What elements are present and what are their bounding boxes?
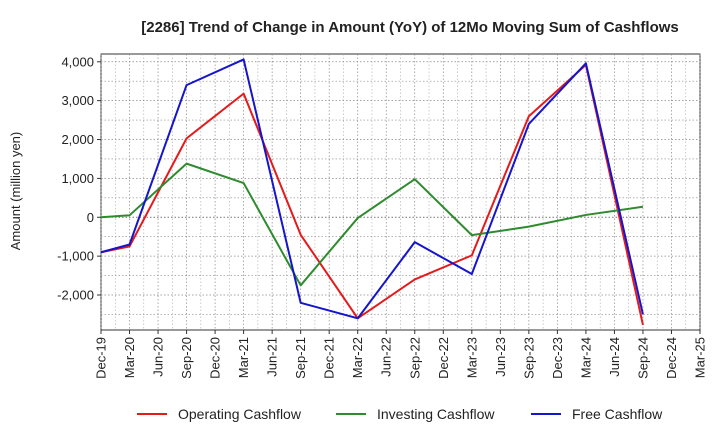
- series-line-free-cashflow: [100, 58, 644, 320]
- x-tick-label: Sep-21: [293, 337, 308, 379]
- y-tick-label: 4,000: [61, 54, 94, 69]
- x-tick-label: Jun-23: [493, 337, 508, 377]
- legend-label-operating-cashflow: Operating Cashflow: [178, 406, 302, 422]
- chart-title: [2286] Trend of Change in Amount (YoY) o…: [141, 19, 679, 36]
- x-tick-label: Jun-21: [265, 337, 280, 377]
- x-tick-label: Jun-24: [607, 337, 622, 377]
- x-tick-label: Sep-23: [521, 337, 536, 379]
- axes: -2,000 -1,000 0 1,000 2,000 3,000 4,000 Dec-19 M…: [57, 54, 707, 379]
- x-tick-label: Sep-24: [635, 337, 650, 379]
- y-tick-label: 0: [87, 210, 94, 225]
- x-tick-label: Dec-20: [208, 337, 223, 379]
- x-tick-label: Mar-21: [236, 337, 251, 378]
- x-tick-label: Dec-22: [436, 337, 451, 379]
- x-tick-label: Dec-21: [322, 337, 337, 379]
- y-tick-label: 2,000: [61, 132, 94, 147]
- x-tick-label: Sep-20: [179, 337, 194, 379]
- grid-lines: [100, 53, 701, 331]
- y-axis-label: Amount (million yen): [8, 132, 23, 251]
- x-tick-label: Dec-23: [550, 337, 565, 379]
- x-tick-label: Mar-22: [350, 337, 365, 378]
- x-tick-label: Sep-22: [407, 337, 422, 379]
- x-tick-label: Jun-22: [379, 337, 394, 377]
- x-tick-label: Mar-24: [578, 337, 593, 378]
- legend-label-investing-cashflow: Investing Cashflow: [377, 406, 495, 422]
- x-tick-label: Dec-19: [94, 337, 109, 379]
- series-line-investing-cashflow: [100, 162, 644, 287]
- x-tick-label: Dec-24: [664, 337, 679, 379]
- y-tick-label: 1,000: [61, 171, 94, 186]
- y-tick-label: -1,000: [57, 249, 94, 264]
- x-tick-label: Mar-20: [122, 337, 137, 378]
- x-tick-label: Mar-25: [693, 337, 708, 378]
- x-tick-label: Mar-23: [464, 337, 479, 378]
- series-lines: [100, 58, 644, 326]
- x-tick-label: Jun-20: [151, 337, 166, 377]
- y-tick-label: -2,000: [57, 288, 94, 303]
- y-tick-label: 3,000: [61, 93, 94, 108]
- legend-label-free-cashflow: Free Cashflow: [572, 406, 663, 422]
- legend: Operating Cashflow Investing Cashflow Free…: [137, 406, 663, 422]
